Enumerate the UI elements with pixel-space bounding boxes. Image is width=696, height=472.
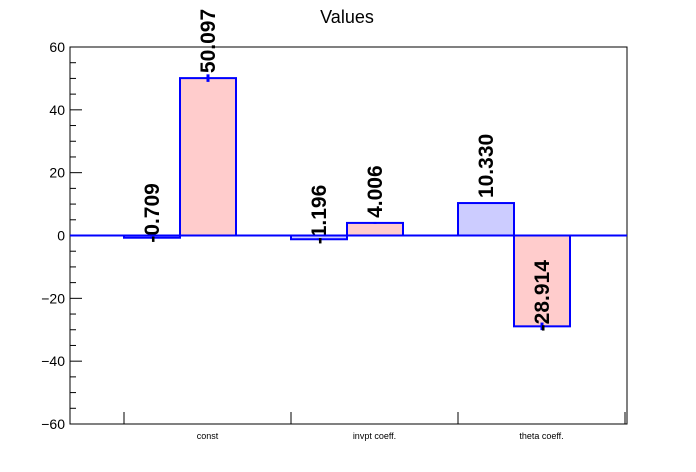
bar (457, 202, 515, 237)
x-category-label: theta coeff. (519, 431, 563, 441)
y-tick-label: −40 (41, 353, 65, 369)
bar-value-label: 4.006 (364, 165, 387, 218)
bar (179, 77, 237, 237)
bar (346, 221, 404, 237)
bar-value-label: 50.097 (197, 9, 220, 73)
bar-value-label: -0.709 (141, 183, 164, 243)
y-tick-label: −60 (41, 416, 65, 432)
bars-group (123, 74, 571, 331)
y-tick-label: −20 (41, 290, 65, 306)
x-axis: const invpt coeff. theta coeff. (123, 412, 626, 441)
x-category-label: const (197, 431, 219, 441)
y-tick-label: 60 (49, 39, 65, 55)
chart-title: Values (320, 7, 374, 27)
x-category-label: invpt coeff. (353, 431, 396, 441)
bar-value-label: 10.330 (475, 134, 498, 198)
data-labels-group: -0.709 50.097 -1.196 4.006 10.330 -28.914 (141, 9, 554, 331)
y-axis: −60 −40 −20 0 20 40 60 (41, 39, 82, 432)
y-tick-label: 40 (49, 102, 65, 118)
y-tick-label: 20 (49, 165, 65, 181)
bar-value-label: -1.196 (308, 185, 331, 245)
bar-value-label: -28.914 (531, 260, 554, 332)
y-tick-label: 0 (57, 228, 65, 244)
